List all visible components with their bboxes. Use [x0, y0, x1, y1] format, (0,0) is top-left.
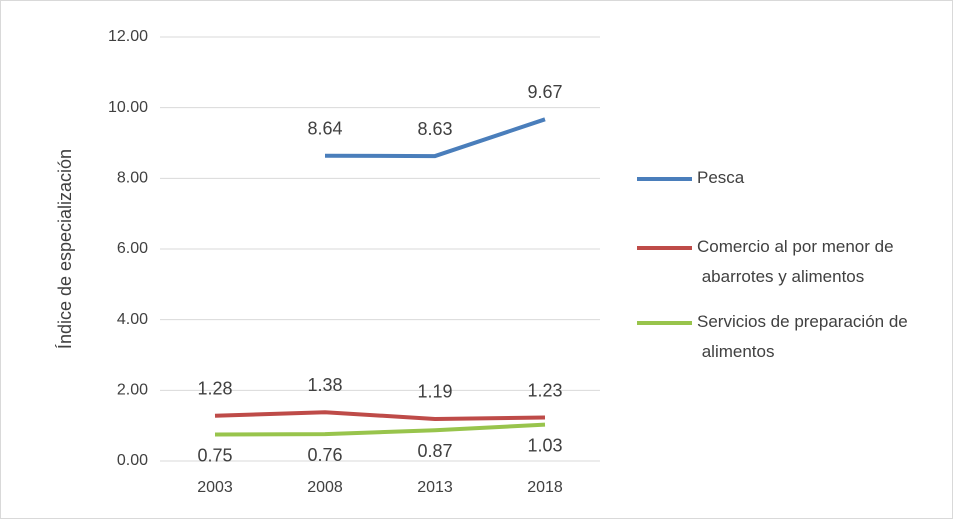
- x-tick-label: 2008: [307, 479, 343, 496]
- y-axis-label: Índice de especialización: [55, 149, 75, 349]
- data-label: 0.75: [197, 445, 232, 465]
- x-tick-label: 2003: [197, 479, 233, 496]
- legend-label: Comercio al por menor de abarrotes y ali…: [697, 237, 894, 286]
- x-tick-label: 2018: [527, 479, 563, 496]
- x-tick-label: 2013: [417, 479, 453, 496]
- legend-label: Servicios de preparación de alimentos: [697, 312, 908, 361]
- y-tick-label: 4.00: [117, 311, 148, 328]
- y-tick-label: 2.00: [117, 382, 148, 399]
- data-label: 9.67: [527, 82, 562, 102]
- y-tick-label: 10.00: [108, 99, 148, 116]
- data-label: 1.19: [417, 382, 452, 402]
- data-label: 1.03: [527, 435, 562, 455]
- series-line: [214, 410, 546, 421]
- y-tick-label: 12.00: [108, 28, 148, 45]
- data-label: 1.38: [307, 375, 342, 395]
- data-label: 0.76: [307, 445, 342, 465]
- y-tick-label: 0.00: [117, 452, 148, 469]
- data-label: 8.63: [417, 119, 452, 139]
- legend-label: Pesca: [697, 168, 745, 187]
- data-label: 8.64: [307, 118, 342, 138]
- data-label: 0.87: [417, 441, 452, 461]
- y-tick-label: 8.00: [117, 170, 148, 187]
- data-label: 1.28: [197, 379, 232, 399]
- y-tick-label: 6.00: [117, 240, 148, 257]
- data-label: 1.23: [527, 380, 562, 400]
- series-line: [324, 117, 546, 159]
- series-line: [214, 422, 546, 437]
